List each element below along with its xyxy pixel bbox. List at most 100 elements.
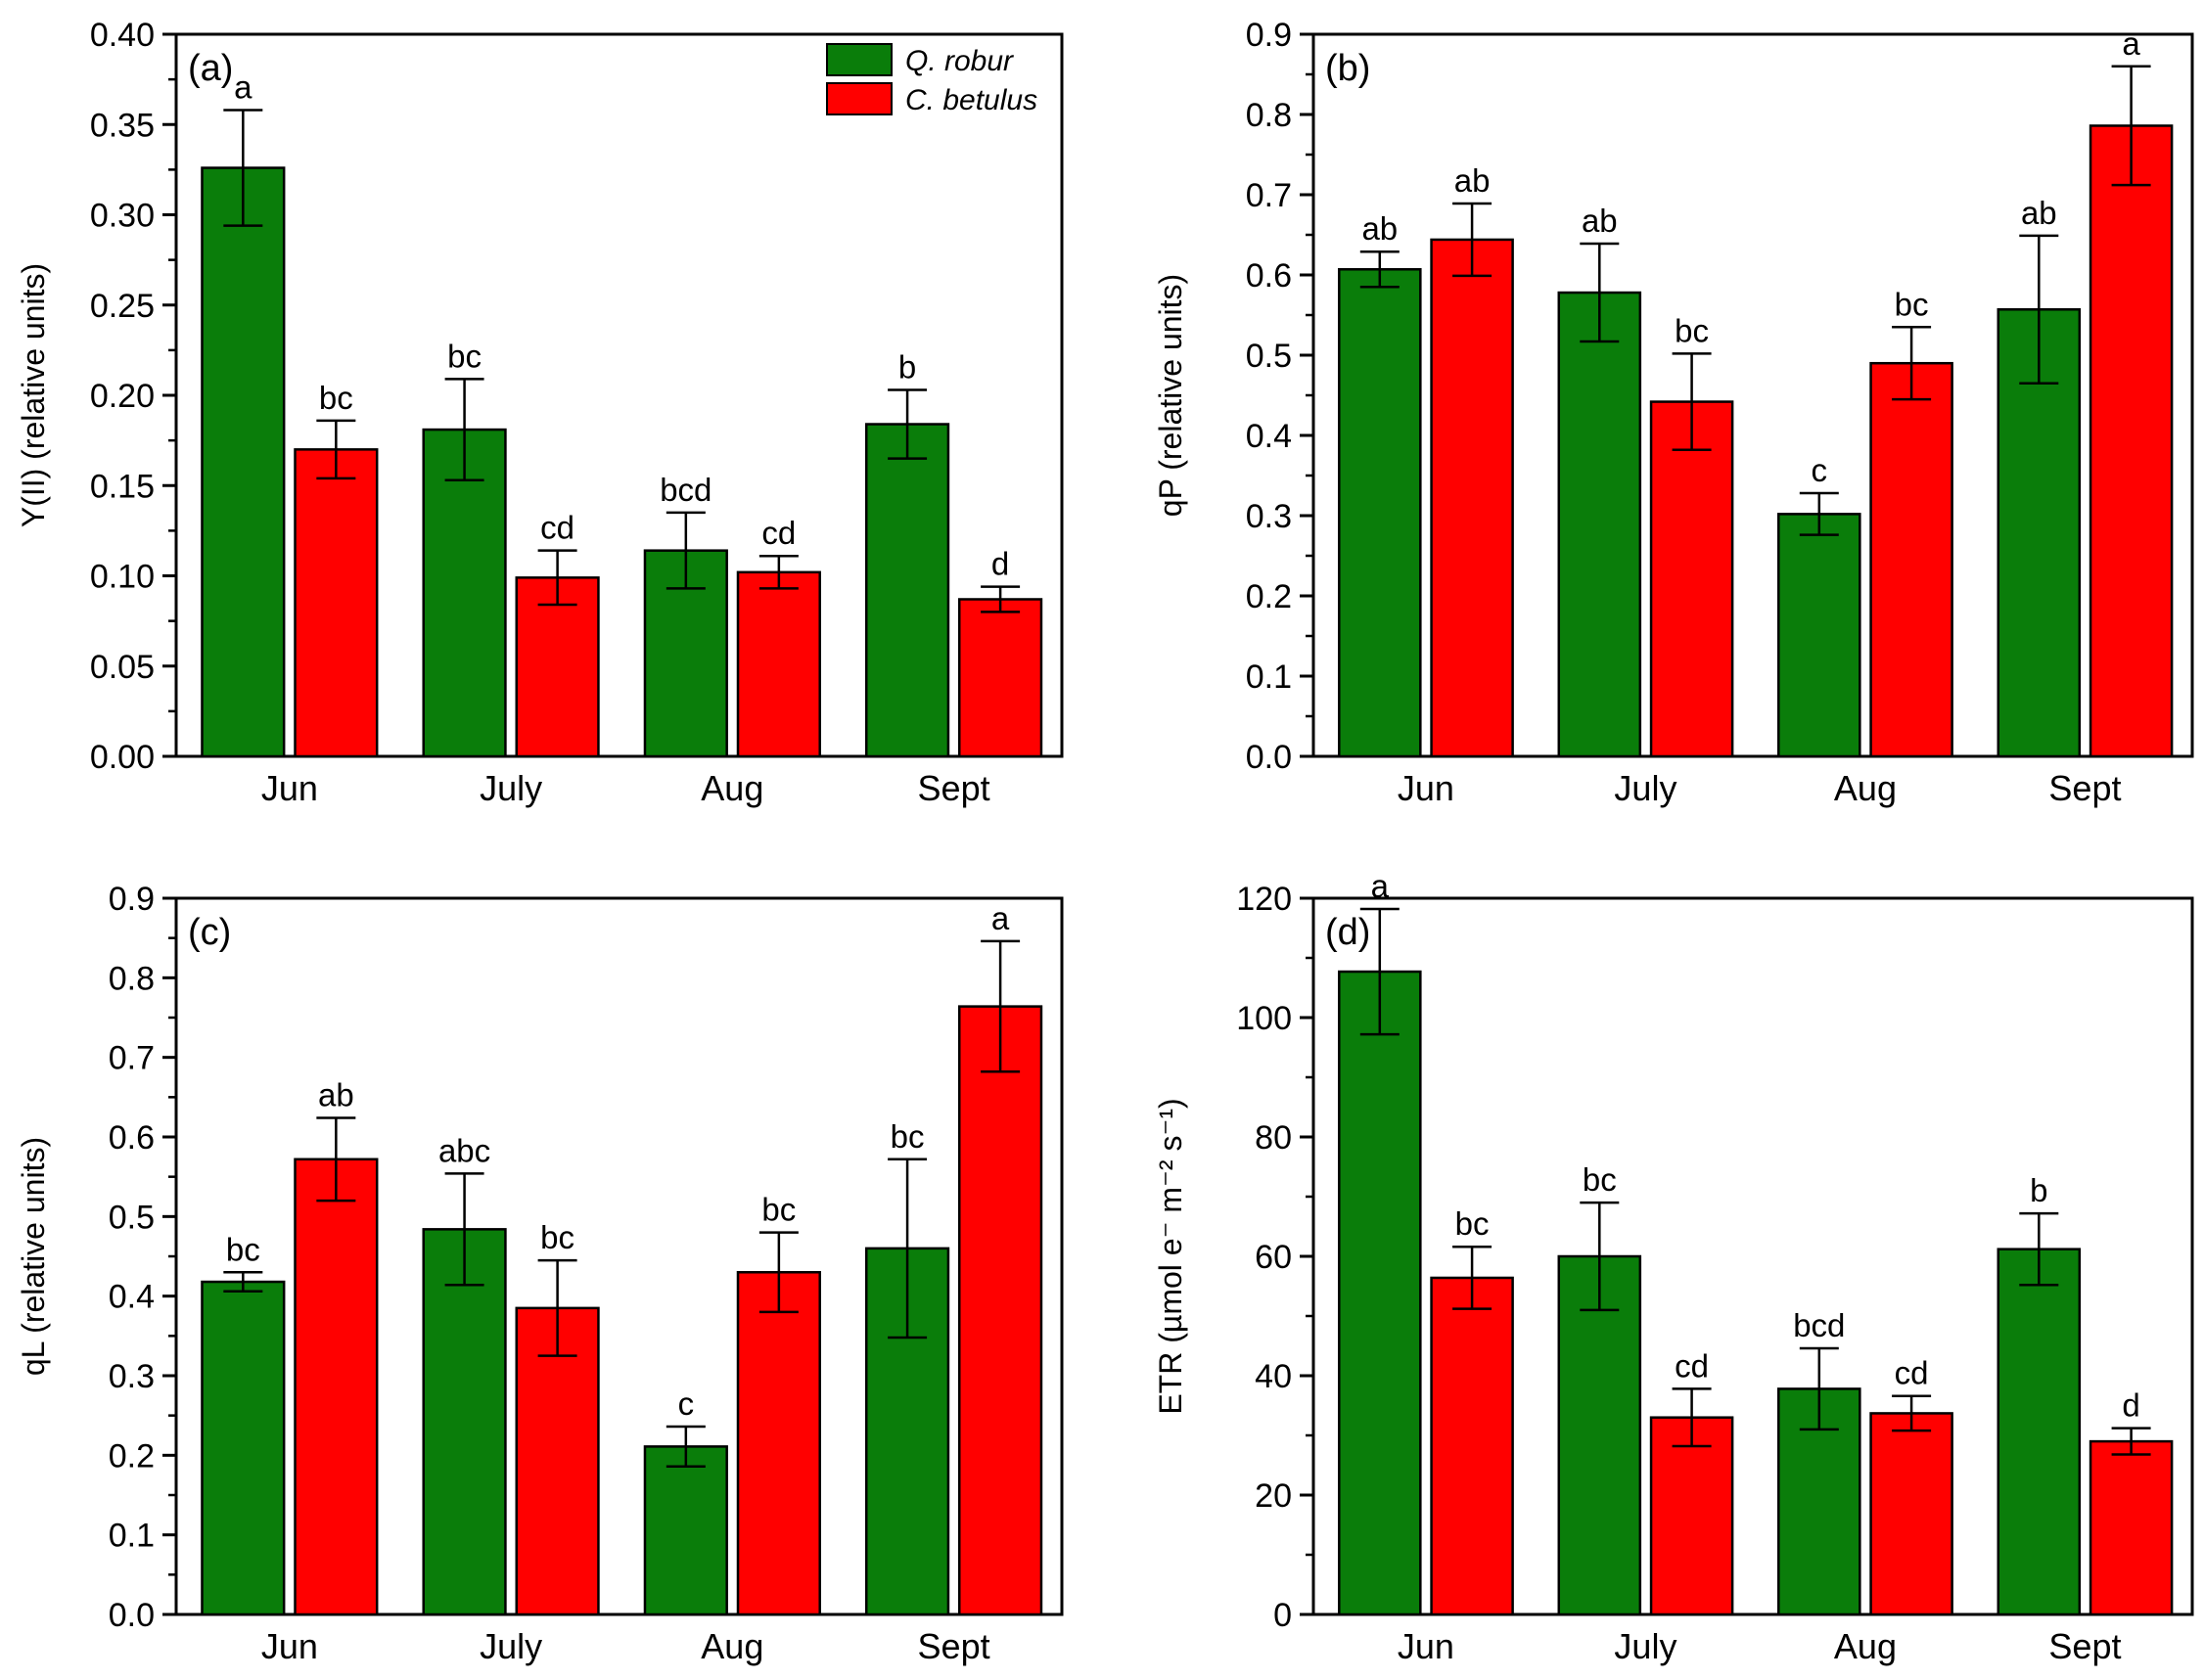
bar bbox=[1430, 238, 1514, 758]
chart-panel-4: 0 20 40 60 80 100 120 ETR (µmol e⁻ m⁻² s⁻¹) (d) J… bbox=[1153, 868, 2194, 1666]
y-tick-label: 100 bbox=[1236, 1000, 1292, 1037]
bar bbox=[1338, 970, 1422, 1616]
y-tick-label: 0.5 bbox=[109, 1199, 155, 1236]
chart-panel-2: 0.0 0.1 0.2 0.3 0.4 0.5 0.6 0.7 0.8 0.9 qP (relati… bbox=[1153, 17, 2194, 808]
x-tick-label: July bbox=[1614, 1626, 1676, 1666]
bar bbox=[864, 423, 950, 758]
y-tick-label: 0.7 bbox=[1246, 177, 1292, 214]
significance-letter: bc bbox=[891, 1118, 925, 1155]
bar bbox=[957, 1005, 1043, 1616]
significance-letter: b bbox=[2030, 1172, 2047, 1208]
significance-letter: abc bbox=[438, 1132, 490, 1168]
significance-letter: bcd bbox=[1793, 1307, 1845, 1343]
y-tick-label: 0.2 bbox=[109, 1437, 155, 1475]
bar bbox=[1997, 1248, 2082, 1616]
significance-letter: c bbox=[678, 1385, 695, 1422]
bar bbox=[201, 1280, 286, 1616]
x-tick-label: July bbox=[480, 768, 542, 808]
legend: Q. robur C. betulus bbox=[826, 43, 1037, 116]
y-tick-label: 0.30 bbox=[90, 198, 155, 235]
bar bbox=[1649, 1416, 1734, 1616]
bar bbox=[294, 1158, 379, 1616]
bar bbox=[1338, 268, 1422, 758]
legend-swatch bbox=[826, 82, 893, 115]
y-tick-label: 60 bbox=[1255, 1239, 1292, 1276]
bar bbox=[422, 1228, 507, 1616]
significance-letter: a bbox=[234, 68, 253, 105]
y-tick-label: 0.2 bbox=[1246, 578, 1292, 615]
significance-letter: cd bbox=[1675, 1347, 1709, 1384]
x-tick-label: Aug bbox=[1834, 1626, 1897, 1666]
bar bbox=[1777, 513, 1861, 758]
y-tick-label: 0.4 bbox=[1246, 418, 1292, 455]
y-tick-label: 40 bbox=[1255, 1358, 1292, 1395]
significance-letter: a bbox=[2122, 25, 2140, 62]
bar bbox=[294, 448, 379, 758]
significance-letter: ab bbox=[318, 1076, 354, 1112]
significance-letter: ab bbox=[1582, 203, 1618, 239]
y-tick-label: 0.4 bbox=[109, 1279, 155, 1316]
y-tick-label: 0.1 bbox=[109, 1518, 155, 1555]
significance-letter: d bbox=[991, 546, 1009, 582]
y-tick-label: 0.3 bbox=[1246, 498, 1292, 535]
significance-letter: bc bbox=[761, 1192, 796, 1228]
bar bbox=[643, 1445, 728, 1616]
y-tick-label: 0.1 bbox=[1246, 658, 1292, 696]
significance-letter: bc bbox=[319, 380, 353, 416]
x-tick-label: Sept bbox=[918, 1626, 990, 1666]
legend-swatch bbox=[826, 43, 893, 76]
y-tick-label: 0.9 bbox=[109, 881, 155, 918]
y-tick-label: 0.5 bbox=[1246, 338, 1292, 375]
x-tick-label: Jun bbox=[261, 1626, 318, 1666]
significance-letter: ab bbox=[1454, 162, 1491, 199]
bar bbox=[2089, 124, 2174, 758]
significance-letter: a bbox=[1371, 868, 1390, 904]
significance-letter: bcd bbox=[660, 472, 712, 508]
significance-letter: bc bbox=[540, 1219, 574, 1255]
y-axis-title: Y(II) (relative units) bbox=[16, 263, 51, 527]
y-tick-label: 0.20 bbox=[90, 378, 155, 415]
x-tick-label: Sept bbox=[2048, 768, 2121, 808]
panel-tag: (c) bbox=[188, 912, 231, 953]
y-tick-label: 0.35 bbox=[90, 107, 155, 144]
bar bbox=[1869, 1412, 1953, 1616]
significance-letter: d bbox=[2122, 1387, 2139, 1424]
significance-letter: bc bbox=[447, 338, 482, 374]
chart-panel-1: 0.00 0.05 0.10 0.15 0.20 0.25 0.30 0.35 0.40 Y(II… bbox=[16, 17, 1064, 808]
x-tick-label: Aug bbox=[701, 1626, 763, 1666]
x-tick-label: Jun bbox=[261, 768, 318, 808]
significance-letter: bc bbox=[1895, 286, 1929, 322]
x-tick-label: Aug bbox=[701, 768, 763, 808]
x-tick-label: Jun bbox=[1398, 768, 1454, 808]
y-tick-label: 0.6 bbox=[109, 1119, 155, 1157]
y-tick-label: 0.15 bbox=[90, 468, 155, 505]
y-tick-label: 0 bbox=[1273, 1597, 1292, 1634]
x-tick-label: Sept bbox=[918, 768, 990, 808]
y-tick-label: 0.7 bbox=[109, 1040, 155, 1077]
y-tick-label: 120 bbox=[1236, 881, 1292, 918]
y-tick-label: 0.40 bbox=[90, 17, 155, 54]
bar bbox=[1557, 1254, 1642, 1616]
bar bbox=[2089, 1439, 2174, 1616]
legend-label: C. betulus bbox=[905, 84, 1037, 116]
y-tick-label: 0.8 bbox=[109, 960, 155, 997]
y-tick-label: 0.8 bbox=[1246, 97, 1292, 134]
bar bbox=[736, 570, 821, 758]
y-tick-label: 80 bbox=[1255, 1119, 1292, 1157]
significance-letter: cd bbox=[761, 515, 796, 551]
significance-letter: ab bbox=[2021, 195, 2057, 231]
y-tick-label: 0.6 bbox=[1246, 257, 1292, 295]
y-tick-label: 0.00 bbox=[90, 739, 155, 776]
y-axis-title: qL (relative units) bbox=[16, 1137, 51, 1376]
significance-letter: b bbox=[898, 348, 916, 385]
significance-letter: bc bbox=[1675, 312, 1709, 348]
x-tick-label: Sept bbox=[2048, 1626, 2121, 1666]
chart-panel-3: 0.0 0.1 0.2 0.3 0.4 0.5 0.6 0.7 0.8 0.9 qL (relati… bbox=[16, 881, 1064, 1666]
y-tick-label: 0.25 bbox=[90, 288, 155, 325]
x-tick-label: Aug bbox=[1834, 768, 1897, 808]
significance-letter: cd bbox=[1895, 1355, 1929, 1391]
x-tick-label: July bbox=[480, 1626, 542, 1666]
significance-letter: ab bbox=[1361, 210, 1398, 247]
bar bbox=[1557, 291, 1642, 758]
